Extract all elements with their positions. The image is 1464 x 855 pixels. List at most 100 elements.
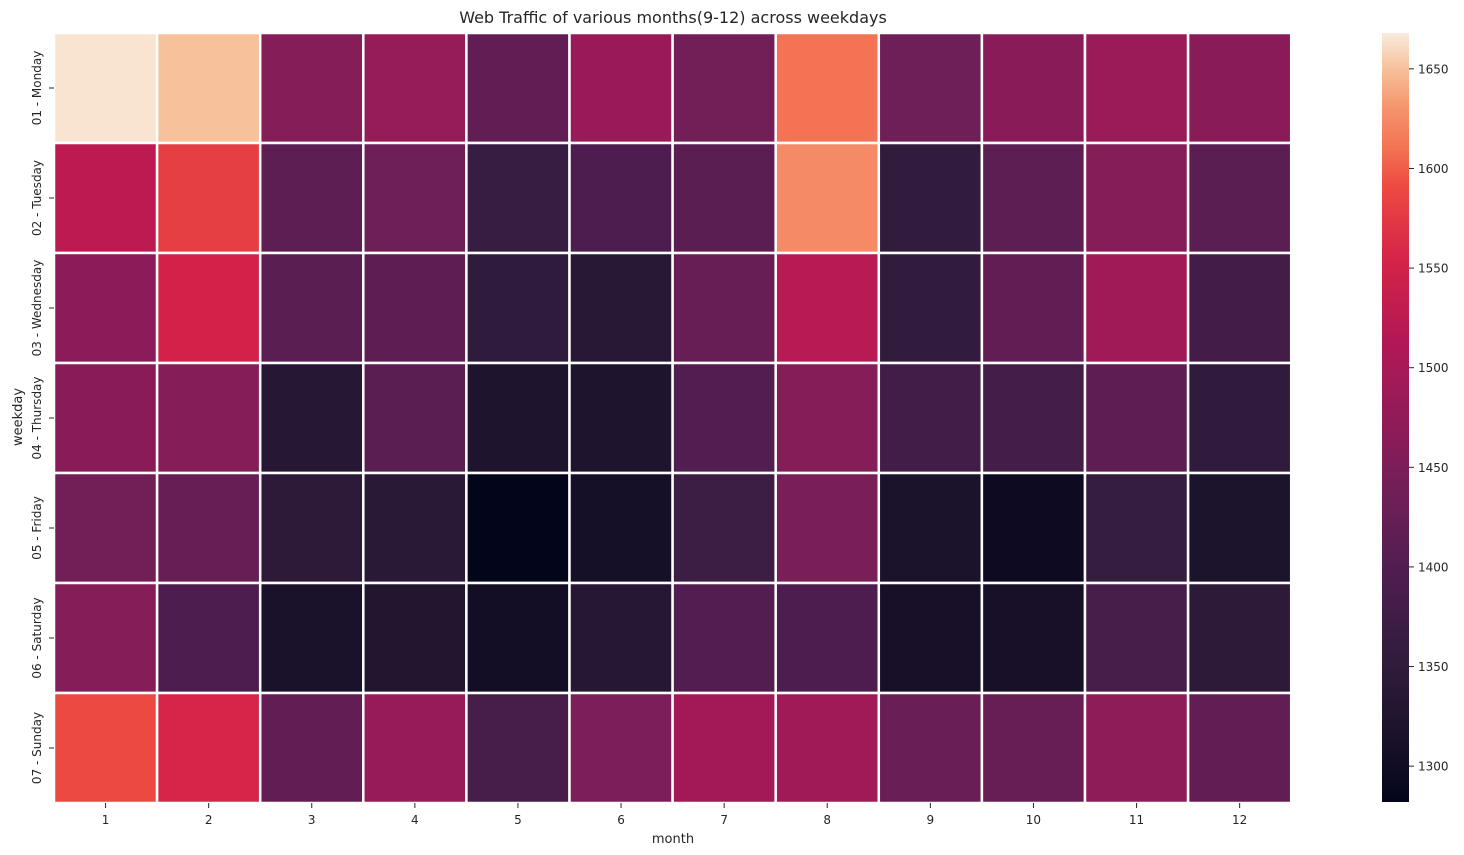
heatmap-cell	[362, 361, 468, 475]
y-tick-label: 01 - Monday	[30, 51, 44, 126]
heatmap-cell	[774, 251, 881, 365]
heatmap-cell	[52, 581, 159, 695]
heatmap-cell	[465, 31, 571, 145]
colorbar-tick-label: 1350	[1418, 660, 1449, 674]
heatmap-cell	[877, 141, 984, 255]
heatmap-cell	[155, 581, 262, 695]
heatmap-cell	[1083, 251, 1190, 365]
heatmap-cell	[155, 471, 262, 585]
heatmap-cell	[1186, 31, 1293, 145]
heatmap-cell	[52, 361, 159, 475]
y-axis-label: weekday	[11, 388, 26, 446]
x-tick-label: 6	[617, 813, 625, 827]
heatmap-cell	[671, 691, 777, 805]
heatmap-cell	[568, 691, 674, 805]
y-tick-label: 07 - Sunday	[30, 712, 44, 784]
heatmap-cell	[568, 361, 674, 475]
x-axis: 1 2 3 4 5 6 7 8 9 10 11 12	[102, 803, 1247, 827]
heatmap-cell	[1083, 581, 1190, 695]
x-tick-label: 7	[720, 813, 728, 827]
heatmap-cell	[155, 31, 262, 145]
heatmap-cell	[980, 361, 1087, 475]
heatmap-cell	[671, 361, 777, 475]
heatmap-cell	[980, 471, 1087, 585]
heatmap-cell	[877, 361, 984, 475]
x-tick-label: 2	[205, 813, 213, 827]
colorbar-gradient	[1382, 33, 1409, 802]
heatmap-cell	[671, 471, 777, 585]
heatmap-cell	[774, 581, 881, 695]
colorbar-tick-label: 1650	[1418, 62, 1449, 76]
heatmap-cell	[980, 581, 1087, 695]
heatmap-cell	[362, 471, 468, 585]
heatmap-cell	[1186, 471, 1293, 585]
heatmap-cell	[465, 251, 571, 365]
heatmap-cell	[1083, 141, 1190, 255]
heatmap-cell	[774, 691, 881, 805]
heatmap-cell	[568, 31, 674, 145]
y-tick-label: 03 - Wednesday	[30, 260, 44, 357]
heatmap-cell	[465, 361, 571, 475]
y-tick-label: 06 - Saturday	[30, 597, 44, 678]
y-axis: 01 - Monday 02 - Tuesday 03 - Wednesday 04 …	[30, 51, 54, 784]
x-tick-label: 3	[308, 813, 316, 827]
heatmap-cell	[877, 581, 984, 695]
colorbar-tick-label: 1600	[1418, 162, 1449, 176]
heatmap-cell	[1186, 141, 1293, 255]
heatmap-cell	[877, 691, 984, 805]
heatmap-cell	[774, 471, 881, 585]
heatmap-cell	[1186, 691, 1293, 805]
heatmap-cell	[774, 141, 881, 255]
heatmap-cell	[568, 581, 674, 695]
heatmap-cell	[671, 581, 777, 695]
heatmap-cell	[568, 141, 674, 255]
heatmap-cell	[52, 141, 159, 255]
x-tick-label: 11	[1129, 813, 1144, 827]
heatmap-cell	[671, 251, 777, 365]
heatmap-cell	[774, 361, 881, 475]
heatmap-cell	[155, 361, 262, 475]
heatmap-cell	[980, 691, 1087, 805]
y-tick-label: 02 - Tuesday	[30, 160, 44, 236]
x-tick-label: 1	[102, 813, 110, 827]
heatmap-cell	[155, 251, 262, 365]
heatmap-cell	[1083, 31, 1190, 145]
x-tick-label: 5	[514, 813, 522, 827]
colorbar-tick-label: 1300	[1418, 760, 1449, 774]
heatmap-cell	[774, 31, 881, 145]
x-axis-label: month	[652, 832, 694, 847]
colorbar-tick-label: 1550	[1418, 262, 1449, 276]
heatmap-cell	[362, 31, 468, 145]
heatmap-cell	[1083, 691, 1190, 805]
heatmap-cell	[465, 141, 571, 255]
x-tick-label: 4	[411, 813, 419, 827]
heatmap-cell	[980, 141, 1087, 255]
heatmap-cell	[1083, 361, 1190, 475]
heatmap-cell	[52, 691, 159, 805]
y-tick-label: 04 - Thursday	[30, 376, 44, 459]
heatmap-cell	[362, 251, 468, 365]
heatmap-cells	[52, 31, 1293, 805]
heatmap-cell	[465, 691, 571, 805]
colorbar: 1300 1350 1400 1450 1500 1550 1600 1650	[1382, 33, 1449, 802]
heatmap-cell	[258, 581, 365, 695]
heatmap-cell	[155, 691, 262, 805]
heatmap-cell	[877, 471, 984, 585]
heatmap-cell	[465, 581, 571, 695]
heatmap-cell	[362, 581, 468, 695]
heatmap-cell	[671, 31, 777, 145]
y-tick-label: 05 - Friday	[30, 496, 44, 560]
heatmap-cell	[258, 141, 365, 255]
chart-title: Web Traffic of various months(9-12) acro…	[459, 8, 887, 27]
colorbar-tick-label: 1500	[1418, 361, 1449, 375]
heatmap-cell	[1186, 251, 1293, 365]
colorbar-tick-label: 1450	[1418, 461, 1449, 475]
heatmap-cell	[568, 471, 674, 585]
heatmap-cell	[258, 31, 365, 145]
heatmap-cell	[258, 471, 365, 585]
colorbar-tick-label: 1400	[1418, 560, 1449, 574]
heatmap-cell	[1186, 581, 1293, 695]
heatmap-cell	[362, 141, 468, 255]
heatmap-cell	[258, 251, 365, 365]
